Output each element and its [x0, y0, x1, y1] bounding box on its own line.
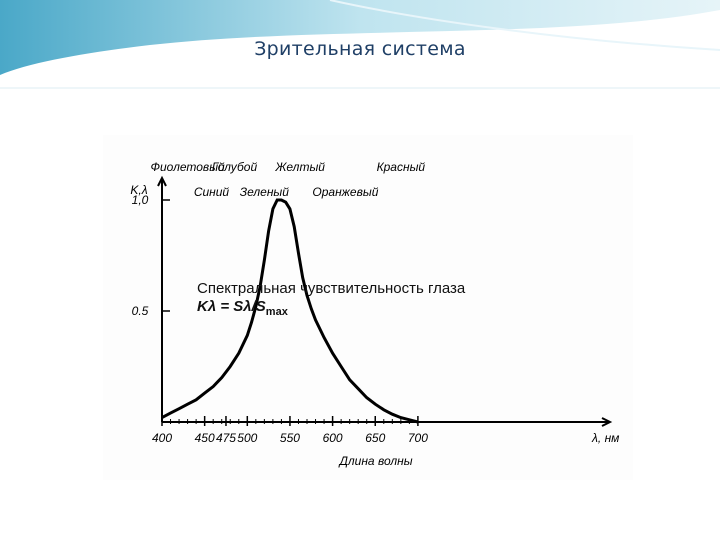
axes — [157, 175, 613, 427]
color-label-bottom: Синий — [194, 185, 230, 199]
x-axis-label: Длина волны — [337, 454, 412, 468]
annotation-formula: Kλ = Sλ/Smax — [197, 298, 465, 321]
x-axis-arrow — [601, 417, 613, 427]
x-tick-label-700: 700 — [408, 431, 428, 445]
sensitivity-curve — [161, 198, 419, 424]
color-label-top: Желтый — [274, 160, 325, 174]
header-banner — [0, 0, 720, 75]
color-label-bottom: Оранжевый — [312, 185, 378, 199]
slide-title: Зрительная система — [254, 38, 466, 60]
color-label-bottom: Зеленый — [240, 185, 290, 199]
y-tick-label: 1,0 — [132, 193, 149, 207]
x-tick-label-600: 600 — [323, 431, 343, 445]
header-swoosh-line — [0, 16, 720, 82]
labels: 400 450 475 500 550 600 650 700 λ, нм Длина волны… — [130, 160, 619, 468]
x-tick-label-500: 500 — [237, 431, 257, 445]
color-label-top: Красный — [377, 160, 426, 174]
x-tick-label-475: 475 — [216, 431, 236, 445]
x-tick-label-400: 400 — [152, 431, 172, 445]
color-label-top: Голубой — [212, 160, 258, 174]
x-axis-unit: λ, нм — [591, 431, 619, 445]
x-tick-label-450: 450 — [195, 431, 215, 445]
y-axis-label: K,λ — [130, 183, 147, 197]
y-axis-arrow — [157, 175, 167, 187]
annotation-line1: Спектральная чувствительность глаза — [197, 280, 466, 297]
x-tick-label-650: 650 — [365, 431, 385, 445]
header-swoosh-line-2 — [329, 0, 720, 51]
color-label-top: Фиолетовый — [150, 160, 225, 174]
ticks — [161, 199, 419, 426]
formula-text: Kλ = Sλ/S — [197, 298, 266, 315]
x-tick-label-550: 550 — [280, 431, 300, 445]
formula-subscript: max — [265, 306, 288, 318]
y-tick-label: 0.5 — [132, 304, 149, 318]
chart-annotation: Спектральная чувствительность глаза Kλ =… — [197, 280, 465, 321]
